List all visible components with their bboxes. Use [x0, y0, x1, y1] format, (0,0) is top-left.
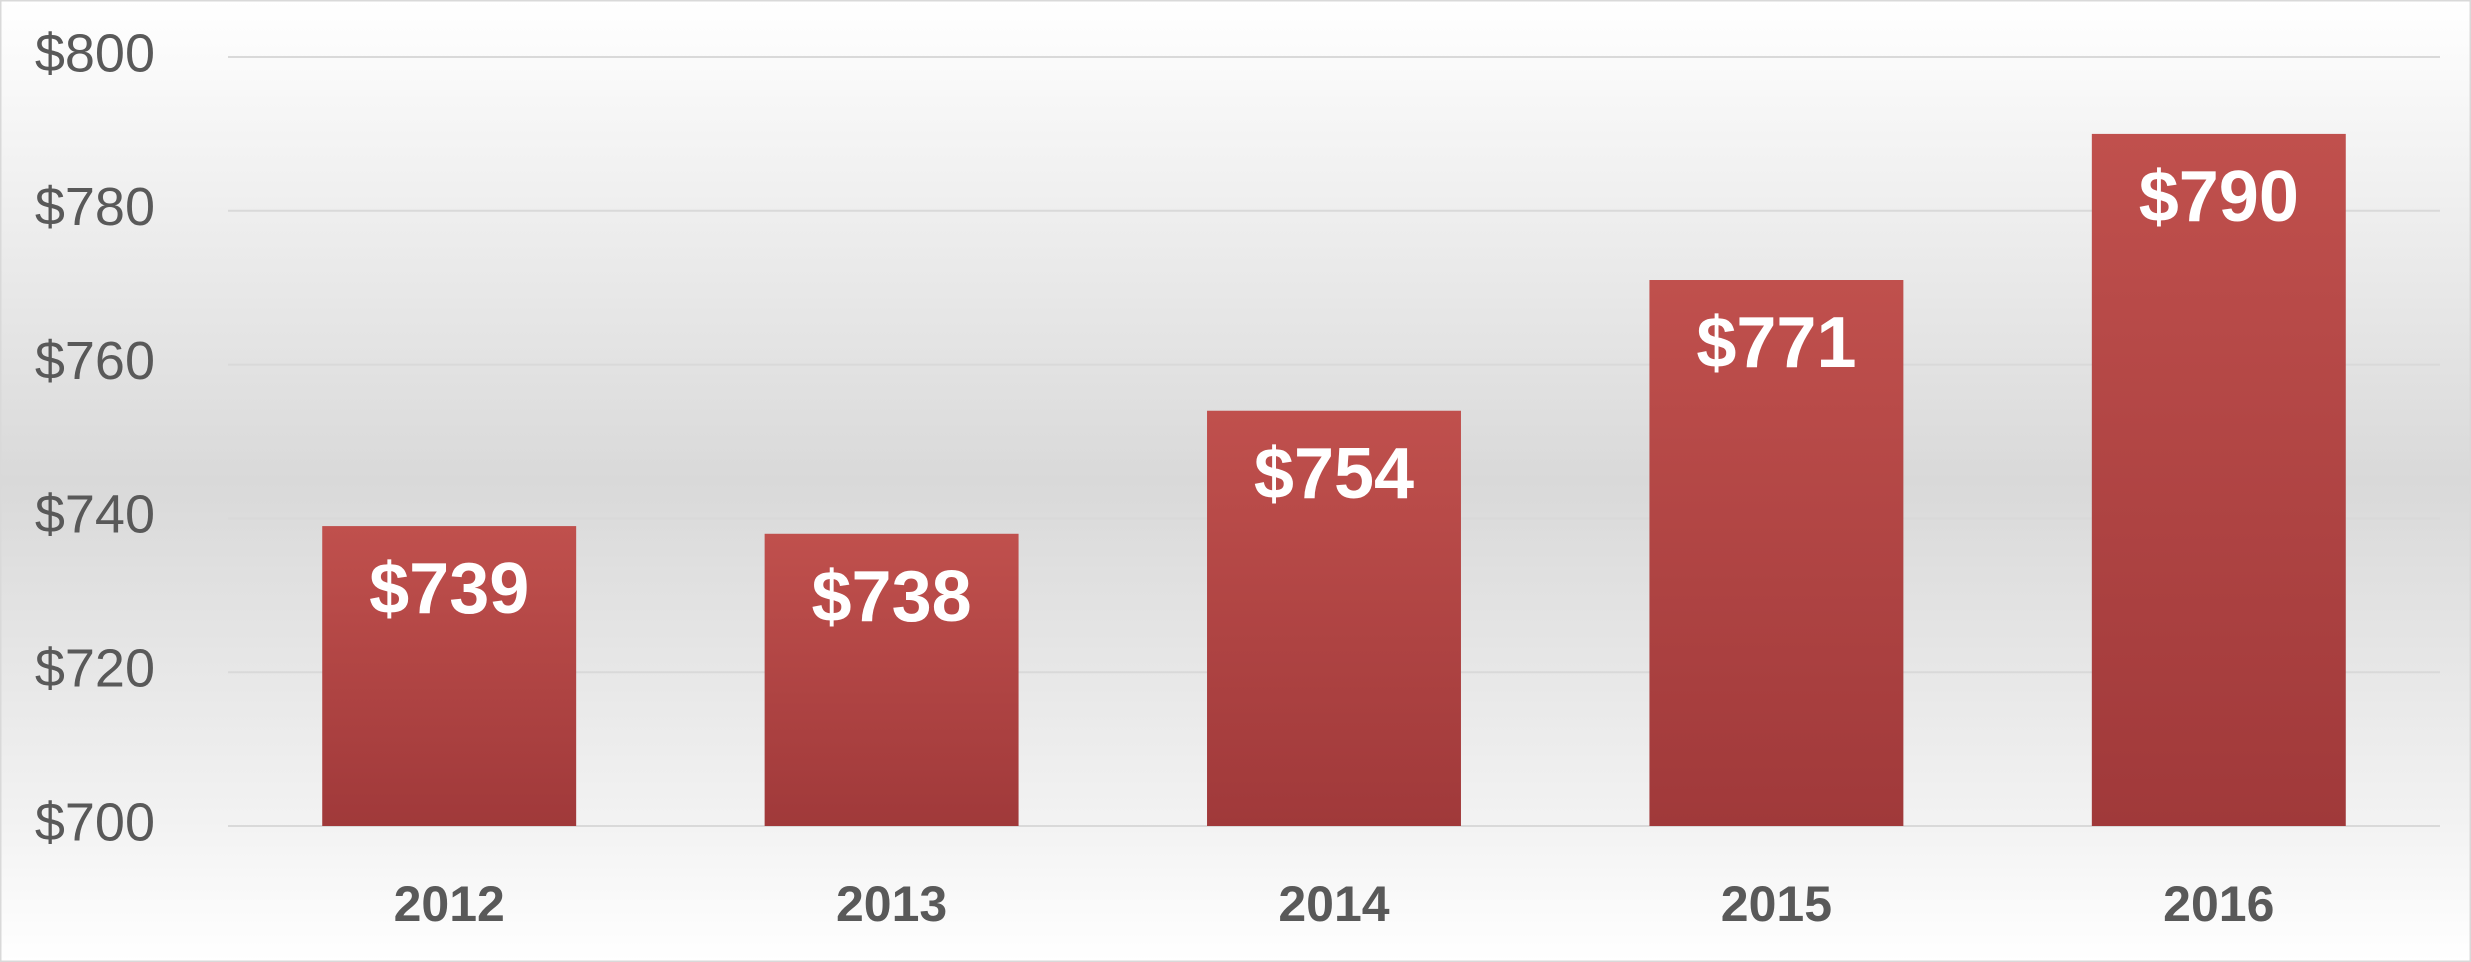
y-tick-label: $760 — [35, 331, 155, 391]
bar — [764, 533, 1019, 826]
data-label: $754 — [1254, 434, 1414, 514]
y-tick-label: $700 — [35, 792, 155, 852]
bar — [322, 526, 577, 826]
x-tick-label: 2012 — [394, 876, 505, 932]
x-tick-label: 2016 — [2163, 876, 2274, 932]
data-label: $771 — [1696, 303, 1856, 383]
data-label: $738 — [812, 557, 972, 637]
y-tick-label: $780 — [35, 177, 155, 237]
bar — [2091, 133, 2346, 826]
data-label: $739 — [369, 549, 529, 629]
data-label: $790 — [2139, 157, 2299, 237]
y-tick-label: $720 — [35, 638, 155, 698]
x-tick-label: 2014 — [1278, 876, 1389, 932]
y-tick-label: $800 — [35, 23, 155, 83]
y-tick-label: $740 — [35, 485, 155, 545]
bar — [1207, 410, 1461, 826]
x-tick-label: 2015 — [1721, 876, 1832, 932]
bar — [1649, 280, 1904, 826]
x-tick-label: 2013 — [836, 876, 947, 932]
